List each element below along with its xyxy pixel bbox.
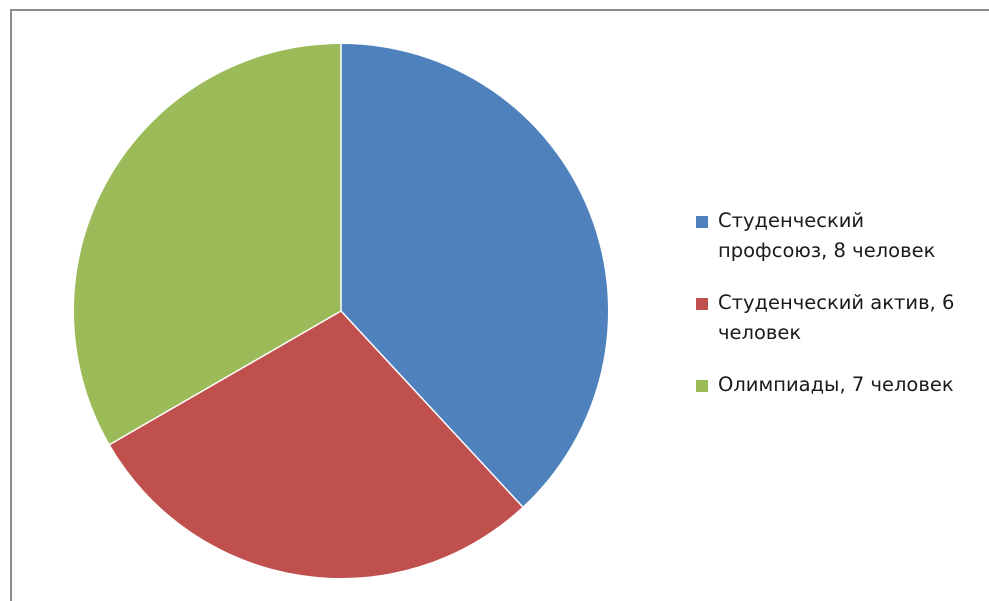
- legend-swatch-aktiv: [696, 298, 708, 310]
- pie-slice-olimpiady: [73, 44, 341, 445]
- pie-slice-aktiv: [109, 311, 523, 579]
- chart-frame: Студенческий профсоюз, 8 человек Студенч…: [10, 9, 989, 601]
- legend-item-profsoyuz: Студенческий профсоюз, 8 человек: [696, 206, 989, 266]
- legend-swatch-olimpiady: [696, 380, 708, 392]
- legend: Студенческий профсоюз, 8 человек Студенч…: [696, 206, 989, 422]
- legend-label-aktiv-line1: Студенческий актив, 6: [718, 291, 955, 314]
- legend-label-aktiv-line2: человек: [718, 321, 802, 344]
- legend-label-olimpiady-line1: Олимпиады, 7 человек: [718, 373, 954, 396]
- pie-chart: [73, 44, 609, 579]
- legend-item-aktiv: Студенческий актив, 6 человек: [696, 288, 989, 348]
- legend-swatch-profsoyuz: [696, 216, 708, 228]
- pie-separator: [340, 310, 524, 508]
- legend-item-olimpiady: Олимпиады, 7 человек: [696, 370, 989, 400]
- pie-slice-profsoyuz: [341, 44, 609, 507]
- pie-separator: [109, 310, 342, 446]
- legend-label-profsoyuz-line1: Студенческий: [718, 209, 865, 232]
- legend-label-profsoyuz-line2: профсоюз, 8 человек: [718, 239, 936, 262]
